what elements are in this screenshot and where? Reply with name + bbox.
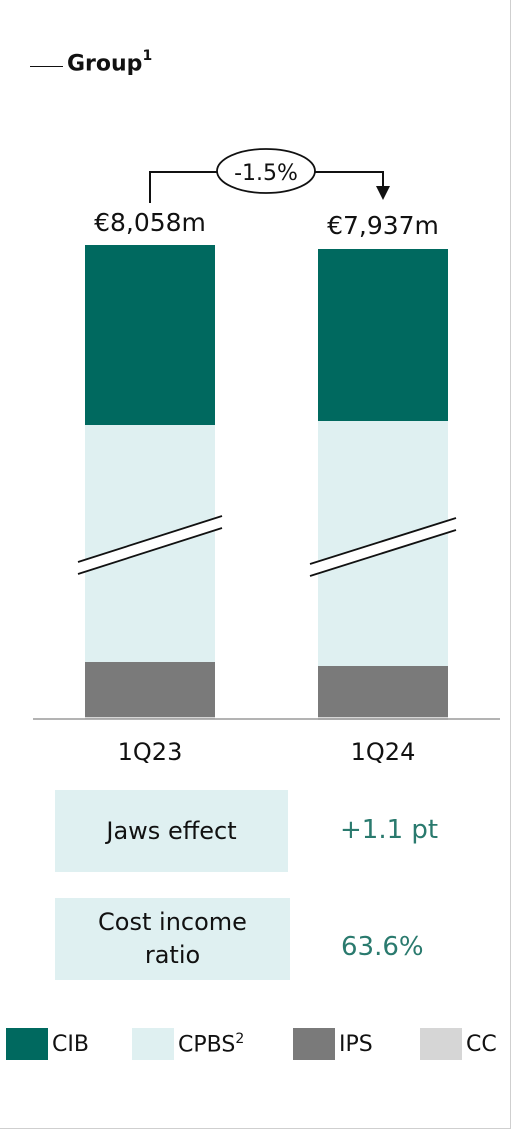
jaws-effect-label-box: Jaws effect	[55, 790, 288, 872]
legend-swatch-cpbs	[132, 1028, 174, 1060]
axis-break-1q23	[77, 515, 223, 575]
legend-label-ips: IPS	[339, 1031, 373, 1057]
group-legend-line	[30, 66, 63, 67]
bar-chart: -1.5% €8,058m €7,937m 1Q23 1Q24	[33, 148, 500, 766]
change-label: -1.5%	[234, 161, 298, 186]
legend-swatch-cc	[420, 1028, 462, 1060]
change-arrowhead	[376, 186, 390, 200]
total-label-1q24: €7,937m	[327, 211, 439, 240]
jaws-effect-value: +1.1 pt	[340, 815, 439, 845]
legend-item-cib: CIB	[6, 1028, 89, 1060]
legend-label-cib: CIB	[52, 1031, 89, 1057]
legend-item-cc: CC	[420, 1028, 497, 1060]
category-label-1q23: 1Q23	[118, 738, 183, 766]
group-legend-label: Group1	[67, 48, 153, 77]
legend-item-ips: IPS	[293, 1028, 373, 1060]
legend-label-cc: CC	[466, 1031, 497, 1057]
bar-1q24-cib	[318, 249, 448, 421]
bar-1q24-ips	[318, 666, 448, 717]
legend-swatch-ips	[293, 1028, 335, 1060]
legend-swatch-cib	[6, 1028, 48, 1060]
total-label-1q23: €8,058m	[94, 208, 206, 237]
legend-label-cpbs: CPBS2	[178, 1030, 245, 1058]
axis-break-1q24	[309, 517, 457, 577]
bar-1q23-cib	[85, 245, 215, 425]
category-label-1q24: 1Q24	[351, 738, 416, 766]
change-connector	[149, 171, 384, 203]
legend-item-cpbs: CPBS2	[132, 1028, 244, 1060]
cost-income-ratio-label: Cost income ratio	[98, 908, 247, 969]
cost-income-ratio-label-box: Cost income ratio	[55, 898, 290, 980]
cost-income-ratio-value: 63.6%	[341, 932, 424, 962]
bar-1q23-cc	[85, 717, 215, 719]
change-oval	[216, 148, 316, 194]
bar-1q23-ips	[85, 662, 215, 717]
jaws-effect-label: Jaws effect	[106, 817, 237, 845]
